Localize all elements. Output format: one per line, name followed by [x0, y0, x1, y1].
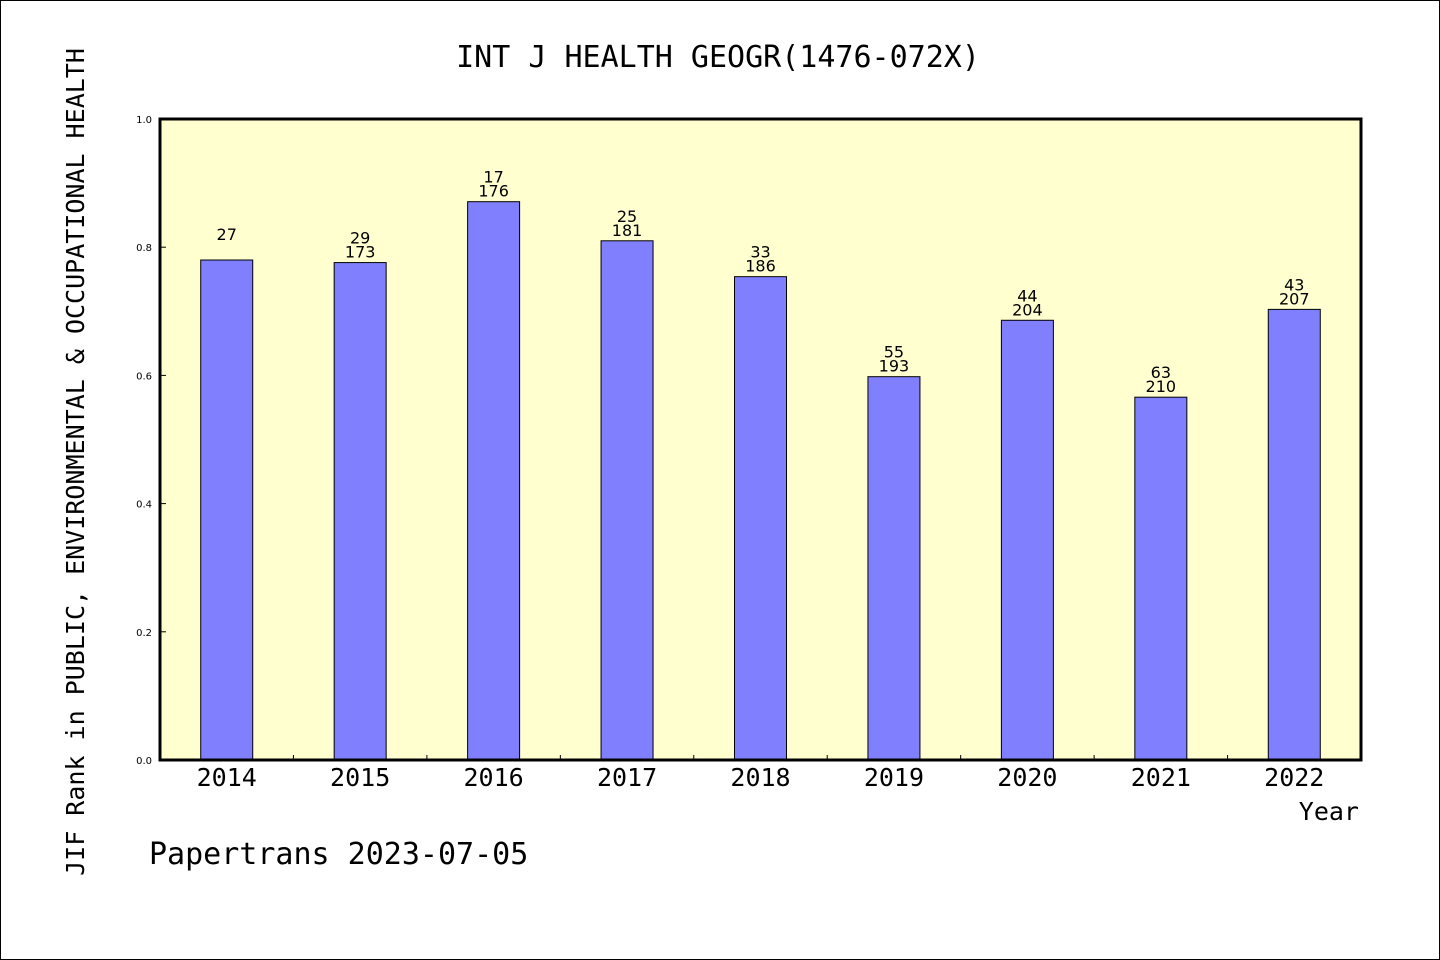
x-tick-label: 2017 — [597, 763, 657, 792]
bar-2015 — [333, 262, 387, 761]
x-tick-label: 2022 — [1264, 763, 1324, 792]
x-tick-label: 2016 — [464, 763, 524, 792]
bar-2020 — [1000, 319, 1054, 761]
y-axis-ticks: 0.0 0.2 0.4 0.6 0.8 1.0 — [136, 115, 166, 767]
x-axis-label: Year — [1299, 797, 1359, 826]
bar-rank-label: 27 — [217, 225, 237, 244]
bar-2018 — [734, 276, 787, 761]
y-tick-label: 0.8 — [136, 243, 152, 254]
y-tick-label: 0.0 — [136, 756, 152, 767]
bar-rank-label: 43 — [1284, 275, 1304, 294]
bar-2014 — [200, 259, 254, 761]
x-axis-ticks: 2014 2015 2016 2017 2018 2019 2020 2021 2022 — [197, 755, 1324, 792]
bar-total-label: 204 — [1012, 300, 1043, 319]
plot-border — [158, 117, 1363, 762]
bar-total-label: 210 — [1146, 377, 1177, 396]
bar-rank-label: 33 — [750, 243, 770, 262]
x-tick-label: 2020 — [997, 763, 1057, 792]
bar-rank-label: 17 — [483, 168, 503, 187]
x-tick-label: 2018 — [730, 763, 790, 792]
bar-total-label: 173 — [345, 243, 376, 262]
bar-total-label: 186 — [745, 257, 776, 276]
bar-2021 — [1134, 396, 1188, 761]
x-tick-label: 2021 — [1131, 763, 1191, 792]
watermark-text: Papertrans 2023-07-05 — [149, 837, 528, 872]
y-tick-label: 1.0 — [136, 115, 152, 126]
bar-2019 — [867, 376, 921, 761]
bar-2022 — [1267, 308, 1321, 761]
bar-rank-label: 44 — [1017, 286, 1037, 305]
y-axis-label: JIF Rank in PUBLIC, ENVIRONMENTAL & OCCU… — [61, 48, 90, 876]
bar-total-label: 176 — [478, 182, 509, 201]
bar-total-label: 207 — [1279, 289, 1310, 308]
y-tick-label: 0.2 — [136, 628, 152, 639]
bar-rank-label: 25 — [617, 207, 637, 226]
bar-2017 — [600, 240, 654, 761]
chart-title: INT J HEALTH GEOGR(1476-072X) — [456, 40, 980, 75]
y-tick-label: 0.6 — [136, 371, 152, 382]
y-tick-label: 0.4 — [136, 500, 152, 511]
bar-rank-label: 63 — [1151, 363, 1171, 382]
x-tick-label: 2019 — [864, 763, 924, 792]
bar-total-label: 193 — [879, 357, 910, 376]
bar-rank-label: 55 — [884, 343, 904, 362]
x-tick-label: 2015 — [330, 763, 390, 792]
x-tick-label: 2014 — [197, 763, 257, 792]
bar-2016 — [467, 201, 521, 761]
bar-rank-label: 29 — [350, 229, 370, 248]
bar-total-label: 181 — [612, 221, 643, 240]
